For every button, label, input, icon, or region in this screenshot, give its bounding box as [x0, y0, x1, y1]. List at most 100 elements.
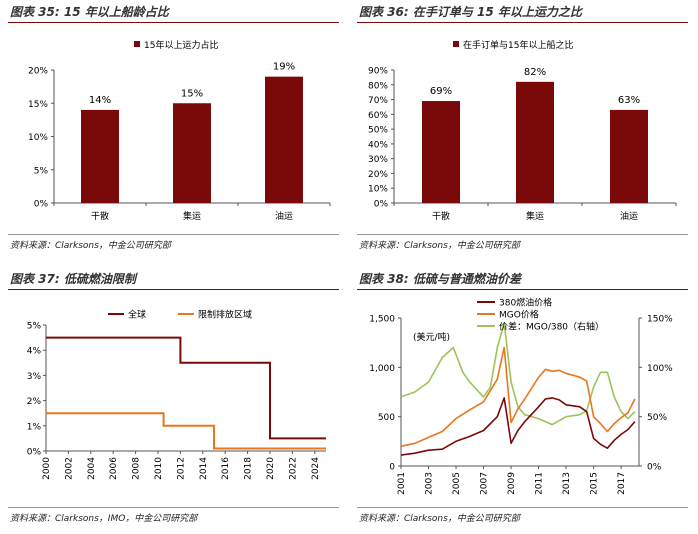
source-rule: [8, 507, 339, 508]
y-tick-label: 5%: [27, 322, 42, 332]
legend-label: MGO价格: [499, 309, 539, 321]
y-tick-label: 0%: [34, 200, 49, 210]
data-label: 69%: [430, 86, 452, 97]
y-tick-label: 30%: [368, 155, 388, 165]
series-line: [46, 412, 326, 450]
x-tick-label: 2005: [452, 472, 462, 495]
x-tick-label: 2007: [480, 472, 490, 495]
legend-label: 全球: [128, 309, 146, 321]
x-tick-label: 2009: [507, 472, 517, 495]
title-rule: [8, 289, 339, 290]
y-tick-label: 90%: [368, 67, 388, 77]
data-label: 14%: [89, 95, 111, 106]
legend-label: 在手订单与15年以上船之比: [463, 39, 573, 51]
data-label: 19%: [273, 62, 295, 73]
x-tick-label: 2002: [64, 457, 74, 480]
source-note: 资料来源：Clarksons，中金公司研究部: [359, 241, 520, 251]
x-tick-label: 2015: [590, 472, 600, 495]
y-tick-label: 4%: [27, 347, 42, 357]
x-tick-label: 2006: [109, 457, 119, 480]
y-tick-label: 2%: [27, 397, 42, 407]
legend-swatch: [134, 41, 140, 47]
y-tick-label-right: 0%: [647, 463, 662, 473]
y-tick-label: 3%: [27, 372, 42, 382]
y-tick-label: 70%: [368, 96, 388, 106]
series-line: [400, 346, 636, 448]
x-tick-label: 2014: [199, 457, 209, 480]
line-chart-3: 0% 1% 2% 3% 4% 5% 2000 2002 2004 2006 2008 2010 2012…: [27, 309, 326, 480]
x-tick-label: 油运: [620, 210, 638, 222]
x-tick-label: 2010: [154, 457, 164, 480]
y-tick-label: 15%: [28, 100, 48, 110]
bar: [173, 103, 211, 203]
title-rule: [357, 22, 688, 23]
line-chart-4: 0 500 1,000 1,500 0% 50% 100% 150% 2001 2003 2005 2…: [369, 297, 673, 495]
x-tick-label: 2024: [311, 457, 321, 480]
y-tick-label-left: 1,500: [369, 315, 395, 325]
y-tick-label-right: 100%: [647, 364, 673, 374]
x-tick-label: 干散: [432, 210, 450, 222]
y-tick-label: 40%: [368, 140, 388, 150]
data-label: 63%: [618, 95, 640, 106]
source-rule: [357, 507, 688, 508]
y-tick-label-left: 0: [389, 463, 395, 473]
bar: [610, 109, 648, 203]
x-tick-label: 集运: [183, 210, 201, 222]
bar-chart-1: 15年以上运力占比 0% 5% 10% 15% 20% 14% 干散 15% 集运 19% 油运: [28, 39, 331, 222]
bar: [516, 81, 554, 203]
x-tick-label: 2011: [535, 472, 545, 495]
x-tick-label: 2017: [617, 472, 627, 495]
y-tick-label: 0%: [27, 448, 42, 458]
title-rule: [357, 289, 688, 290]
x-tick-label: 2004: [87, 457, 97, 480]
bar: [81, 109, 119, 203]
y-tick-label: 80%: [368, 81, 388, 91]
x-tick-label: 油运: [275, 210, 293, 222]
chart-panel-1: 图表 35: 15 年以上船龄占比 15年以上运力占比 0% 5% 10% 15% 20%…: [0, 0, 339, 267]
bar: [422, 101, 460, 203]
source-rule: [8, 234, 339, 235]
series-line: [400, 397, 636, 456]
unit-label: (美元/吨): [413, 331, 450, 343]
legend-label: 价差：MGO/380（右轴）: [499, 321, 604, 333]
y-tick-label: 10%: [28, 133, 48, 143]
legend-label: 380燃油价格: [499, 297, 552, 309]
y-tick-label-right: 50%: [647, 413, 667, 423]
chart-title: 图表 37: 低硫燃油限制: [10, 272, 136, 286]
x-tick-label: 集运: [526, 210, 544, 222]
source-note: 资料来源：Clarksons，中金公司研究部: [359, 514, 520, 524]
data-label: 82%: [524, 67, 546, 78]
legend-label: 限制排放区域: [198, 309, 252, 321]
y-tick-label: 0%: [374, 200, 389, 210]
chart-panel-3: 图表 37: 低硫燃油限制 0% 1% 2% 3% 4% 5% 2000 2002 2004 20…: [0, 267, 339, 534]
y-tick-label-left: 1,000: [369, 364, 395, 374]
y-tick-label: 50%: [368, 126, 388, 136]
chart-title: 图表 36: 在手订单与 15 年以上运力之比: [359, 5, 582, 19]
y-tick-label-left: 500: [378, 413, 395, 423]
x-tick-label: 2013: [562, 472, 572, 495]
x-tick-label: 2000: [42, 457, 52, 480]
chart-panel-2: 图表 36: 在手订单与 15 年以上运力之比 在手订单与15年以上船之比 0% 1…: [349, 0, 688, 267]
bar-chart-2: 在手订单与15年以上船之比 0% 10% 20% 30% 40% 50% 60% 70% 80% 9…: [368, 39, 677, 222]
data-label: 15%: [181, 88, 203, 99]
source-rule: [357, 234, 688, 235]
bar: [265, 76, 303, 203]
legend-swatch: [453, 41, 459, 47]
x-tick-label: 2018: [244, 457, 254, 480]
chart-title: 图表 38: 低硫与普通燃油价差: [359, 272, 521, 286]
title-rule: [8, 22, 339, 23]
x-tick-label: 2020: [266, 457, 276, 480]
x-tick-label: 干散: [91, 210, 109, 222]
series-line: [400, 322, 636, 426]
y-tick-label: 60%: [368, 111, 388, 121]
y-tick-label: 1%: [27, 422, 42, 432]
y-tick-label-right: 150%: [647, 315, 673, 325]
x-tick-label: 2016: [221, 457, 231, 480]
source-note: 资料来源：Clarksons，中金公司研究部: [10, 241, 171, 251]
y-tick-label: 5%: [34, 166, 49, 176]
series-line: [46, 336, 326, 440]
legend-label: 15年以上运力占比: [144, 39, 218, 51]
x-tick-label: 2012: [176, 457, 186, 480]
x-tick-label: 2008: [132, 457, 142, 480]
chart-panel-4: 图表 38: 低硫与普通燃油价差 0 500 1,000 1,500 0% 50% 100%…: [349, 267, 688, 534]
